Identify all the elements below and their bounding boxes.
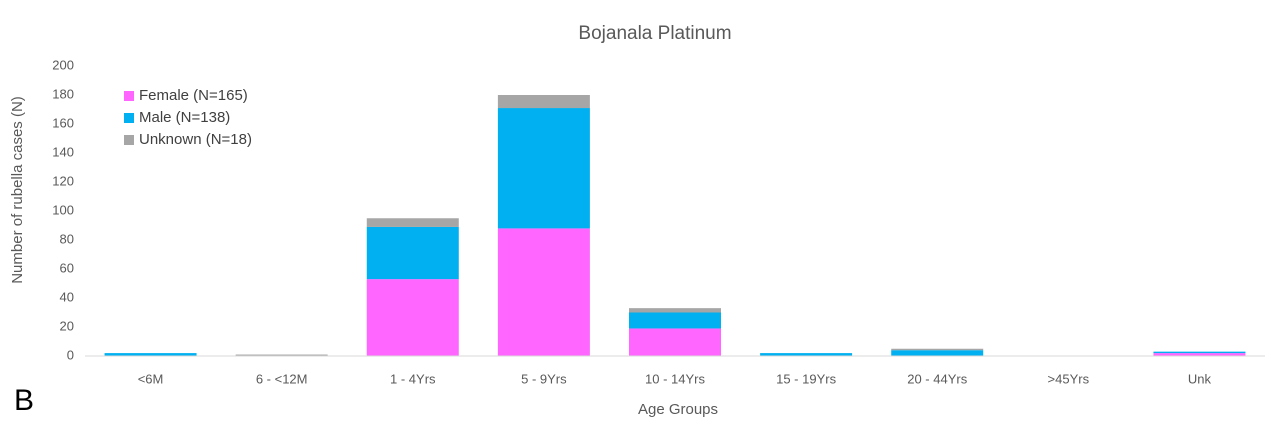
x-tick-label: 5 - 9Yrs [521,371,567,386]
bar-segment [891,350,984,356]
y-tick-label: 180 [52,86,74,101]
bar-segment [1153,353,1246,356]
x-tick-label: <6M [138,371,164,386]
x-tick-label: 15 - 19Yrs [776,371,836,386]
x-tick-label: 20 - 44Yrs [907,371,967,386]
x-tick-label: 6 - <12M [256,371,308,386]
chart-title: Bojanala Platinum [578,23,731,44]
x-tick-label: 10 - 14Yrs [645,371,705,386]
x-tick-label: 1 - 4Yrs [390,371,436,386]
y-tick-label: 140 [52,144,74,159]
y-tick-label: 20 [60,318,74,333]
bar-segment [629,312,721,329]
x-tick-label: Unk [1188,371,1212,386]
y-tick-label: 200 [52,57,74,72]
y-tick-label: 60 [60,260,74,275]
bar-segment [891,348,984,351]
legend-label: Female (N=165) [139,87,248,104]
y-tick-label: 80 [60,231,74,246]
bar-segment [366,218,459,227]
bar-segment [629,308,721,313]
legend-swatch [124,91,134,101]
bar-segment [629,328,721,356]
bar-segment [366,279,459,356]
y-tick-label: 100 [52,202,74,217]
panel-label: B [14,384,34,417]
x-axis-title: Age Groups [638,401,718,418]
legend-label: Male (N=138) [139,109,230,126]
bar-segment [235,354,328,356]
bar-segment [104,353,197,356]
legend-swatch [124,135,134,145]
bar-segment [497,228,590,356]
bar-segment [366,226,459,280]
y-tick-label: 0 [67,347,74,362]
legend-swatch [124,113,134,123]
y-tick-label: 120 [52,173,74,188]
y-tick-label: 160 [52,115,74,130]
bar-segment [497,95,590,109]
bar-segment [760,353,853,356]
bar-segment [497,108,590,229]
y-tick-label: 40 [60,289,74,304]
legend-label: Unknown (N=18) [139,131,252,148]
bar-segment [1153,351,1246,354]
x-tick-label: >45Yrs [1048,371,1090,386]
y-axis-title: Number of rubella cases (N) [9,96,26,284]
